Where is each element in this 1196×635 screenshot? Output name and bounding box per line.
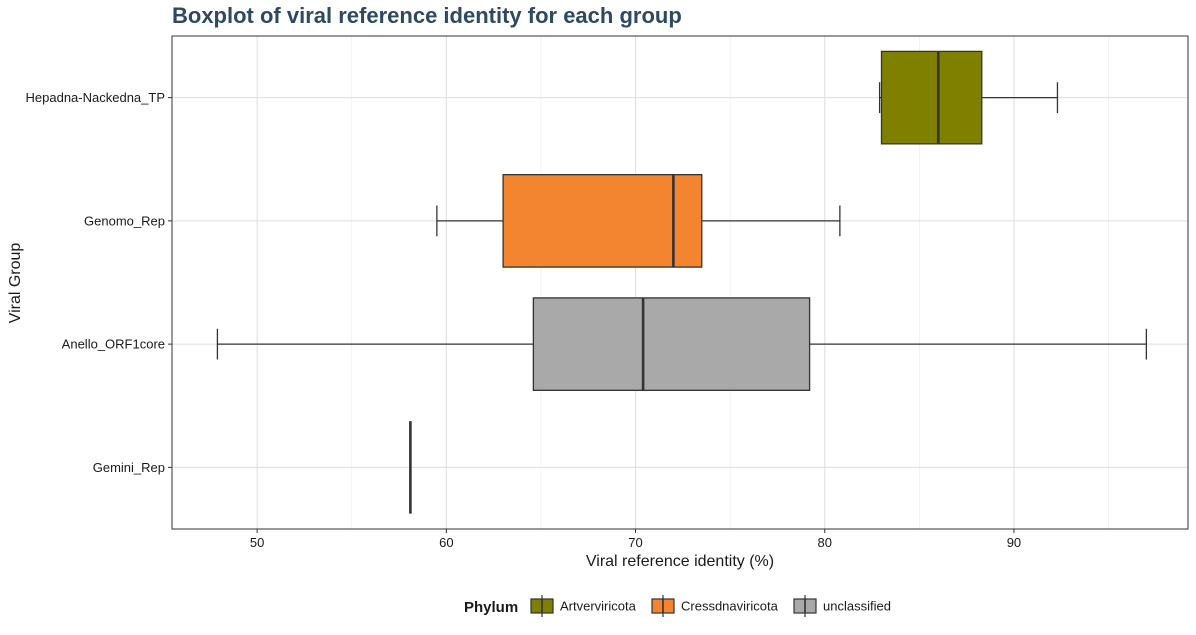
- y-axis-title: Viral Group: [7, 243, 24, 324]
- x-axis-title: Viral reference identity (%): [586, 553, 774, 570]
- grid-major: [172, 36, 1188, 529]
- x-tick-label: 90: [1007, 535, 1021, 550]
- y-axis-ticks: Hepadna-Nackedna_TP Genomo_Rep Anello_ORF1…: [26, 90, 172, 475]
- box-Hepadna-Nackedna_TP: [878, 50, 1059, 145]
- legend-label: Artverviricota: [560, 599, 637, 614]
- legend-entry-unclassified: unclassified: [793, 595, 891, 617]
- box-iqr: [502, 174, 703, 268]
- legend-label: Cressdnaviricota: [681, 599, 779, 614]
- y-tick-label: Anello_ORF1core: [62, 337, 165, 352]
- y-tick-label: Hepadna-Nackedna_TP: [26, 90, 165, 105]
- x-axis-ticks: 50 60 70 80 90: [250, 529, 1021, 550]
- y-tick-label: Genomo_Rep: [84, 213, 165, 228]
- x-tick-label: 60: [439, 535, 453, 550]
- box-iqr: [880, 50, 983, 145]
- box-Genomo_Rep: [436, 174, 841, 268]
- legend-entry-Artverviricota: Artverviricota: [530, 595, 637, 617]
- boxes: [216, 50, 1148, 514]
- x-tick-label: 70: [628, 535, 642, 550]
- legend-label: unclassified: [823, 599, 891, 614]
- legend-entry-Cressdnaviricota: Cressdnaviricota: [651, 595, 779, 617]
- panel-border: [171, 35, 1189, 530]
- x-tick-label: 80: [818, 535, 832, 550]
- box-Anello_ORF1core: [216, 297, 1148, 391]
- legend: Phylum Artverviricota Cressdnaviricota unc…: [464, 595, 891, 617]
- chart-title: Boxplot of viral reference identity for …: [172, 3, 682, 28]
- box-iqr: [532, 297, 811, 391]
- x-tick-label: 50: [250, 535, 264, 550]
- legend-title: Phylum: [464, 599, 518, 616]
- y-tick-label: Gemini_Rep: [93, 460, 165, 475]
- grid-minor: [351, 36, 1109, 529]
